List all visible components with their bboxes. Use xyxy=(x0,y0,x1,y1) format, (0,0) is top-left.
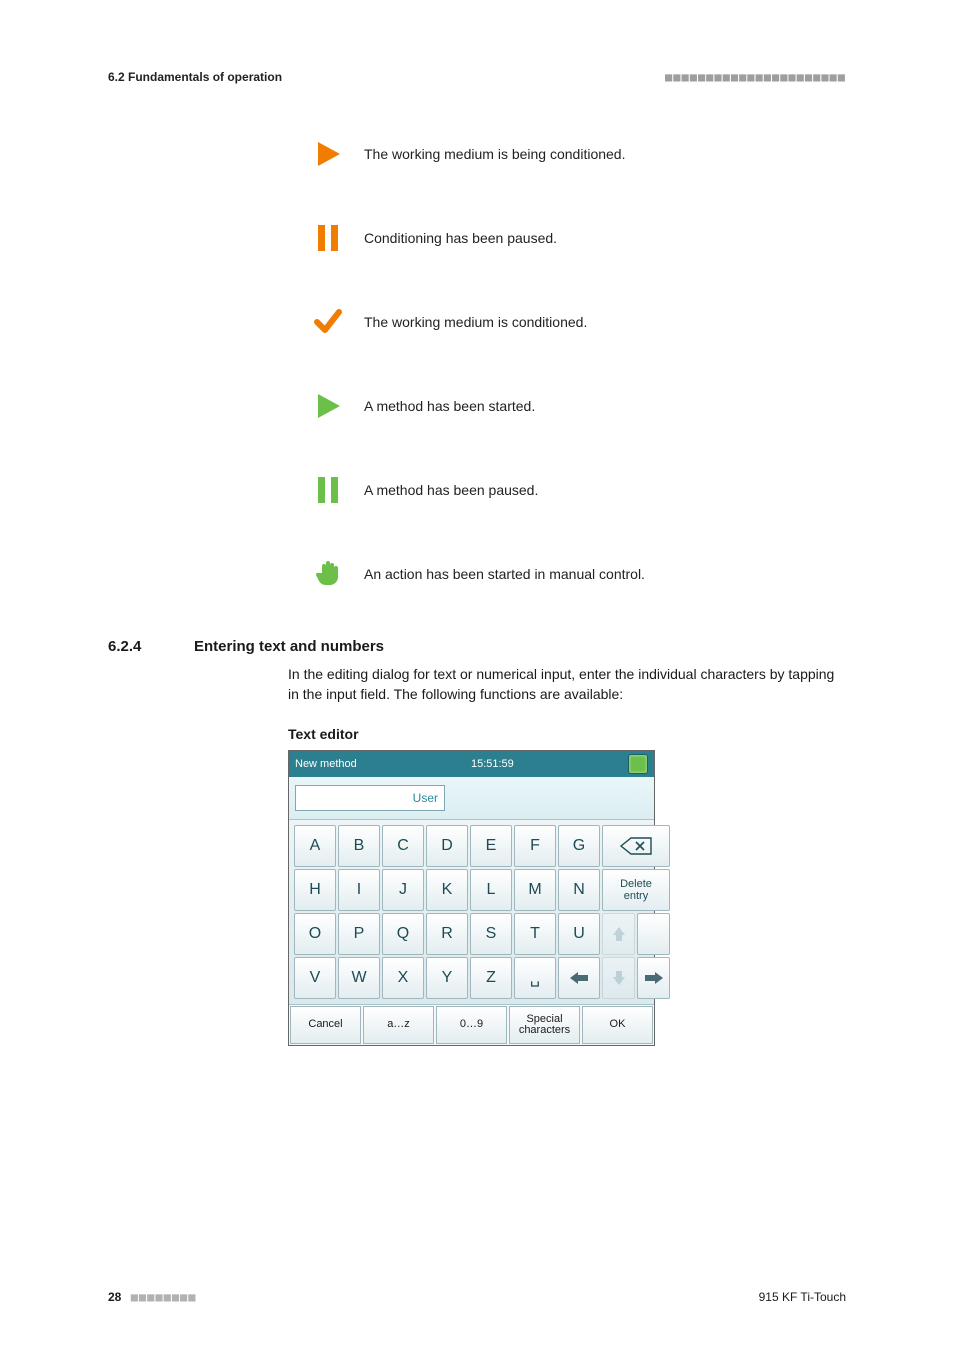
key-m[interactable]: M xyxy=(514,869,556,911)
key-p[interactable]: P xyxy=(338,913,380,955)
section-body: In the editing dialog for text or numeri… xyxy=(288,665,846,704)
hand-icon xyxy=(308,554,348,594)
sub-heading: Text editor xyxy=(288,726,846,742)
icon-desc: The working medium is being conditioned. xyxy=(364,146,625,162)
key-u[interactable]: U xyxy=(558,913,600,955)
key-w[interactable]: W xyxy=(338,957,380,999)
editor-time: 15:51:59 xyxy=(471,758,514,770)
arrow-right-key[interactable] xyxy=(637,957,670,999)
check-icon xyxy=(308,302,348,342)
key-x[interactable]: X xyxy=(382,957,424,999)
key-t[interactable]: T xyxy=(514,913,556,955)
cancel-button[interactable]: Cancel xyxy=(290,1006,361,1044)
ok-button[interactable]: OK xyxy=(582,1006,653,1044)
section-number: 6.2.4 xyxy=(108,638,194,655)
key-e[interactable]: E xyxy=(470,825,512,867)
key-a[interactable]: A xyxy=(294,825,336,867)
key-k[interactable]: K xyxy=(426,869,468,911)
page-number: 28 xyxy=(108,1290,121,1304)
play-green-icon xyxy=(308,386,348,426)
numbers-button[interactable]: 0…9 xyxy=(436,1006,507,1044)
icon-desc: The working medium is conditioned. xyxy=(364,314,587,330)
header-section: 6.2 Fundamentals of operation xyxy=(108,70,282,84)
backspace-key[interactable] xyxy=(602,825,670,867)
pause-icon xyxy=(308,218,348,258)
section-title: Entering text and numbers xyxy=(194,638,384,655)
play-icon xyxy=(308,134,348,174)
key-l[interactable]: L xyxy=(470,869,512,911)
delete-entry-key[interactable]: Delete entry xyxy=(602,869,670,911)
key-o[interactable]: O xyxy=(294,913,336,955)
key-b[interactable]: B xyxy=(338,825,380,867)
arrow-up-key[interactable] xyxy=(602,913,635,955)
key-n[interactable]: N xyxy=(558,869,600,911)
icon-desc: A method has been paused. xyxy=(364,482,538,498)
icon-desc: A method has been started. xyxy=(364,398,535,414)
icon-definition-list: The working medium is being conditioned.… xyxy=(308,134,846,594)
key-s[interactable]: S xyxy=(470,913,512,955)
editor-title: New method xyxy=(295,758,357,770)
icon-desc: An action has been started in manual con… xyxy=(364,566,645,582)
key-j[interactable]: J xyxy=(382,869,424,911)
key-q[interactable]: Q xyxy=(382,913,424,955)
key-r[interactable]: R xyxy=(426,913,468,955)
key-f[interactable]: F xyxy=(514,825,556,867)
icon-desc: Conditioning has been paused. xyxy=(364,230,557,246)
key-blank[interactable] xyxy=(637,913,670,955)
key-z[interactable]: Z xyxy=(470,957,512,999)
arrow-down-key[interactable] xyxy=(602,957,635,999)
key-y[interactable]: Y xyxy=(426,957,468,999)
key-c[interactable]: C xyxy=(382,825,424,867)
key-g[interactable]: G xyxy=(558,825,600,867)
arrow-left-key[interactable] xyxy=(558,957,600,999)
footer-decoration: ■■■■■■■■ xyxy=(131,1290,197,1304)
key-i[interactable]: I xyxy=(338,869,380,911)
header-decoration: ■■■■■■■■■■■■■■■■■■■■■■ xyxy=(665,70,846,84)
product-name: 915 KF Ti-Touch xyxy=(759,1290,846,1304)
on-screen-keyboard: A B C D E F G H I J K L M N Delete entry xyxy=(289,819,654,1004)
lowercase-button[interactable]: a…z xyxy=(363,1006,434,1044)
special-chars-button[interactable]: Special characters xyxy=(509,1006,580,1044)
key-space[interactable]: ␣ xyxy=(514,957,556,999)
status-indicator-icon xyxy=(628,754,648,774)
pause-green-icon xyxy=(308,470,348,510)
key-v[interactable]: V xyxy=(294,957,336,999)
key-h[interactable]: H xyxy=(294,869,336,911)
text-editor-screenshot: New method 15:51:59 A B C D E F G H xyxy=(288,750,655,1046)
editor-text-input[interactable] xyxy=(295,785,445,811)
key-d[interactable]: D xyxy=(426,825,468,867)
